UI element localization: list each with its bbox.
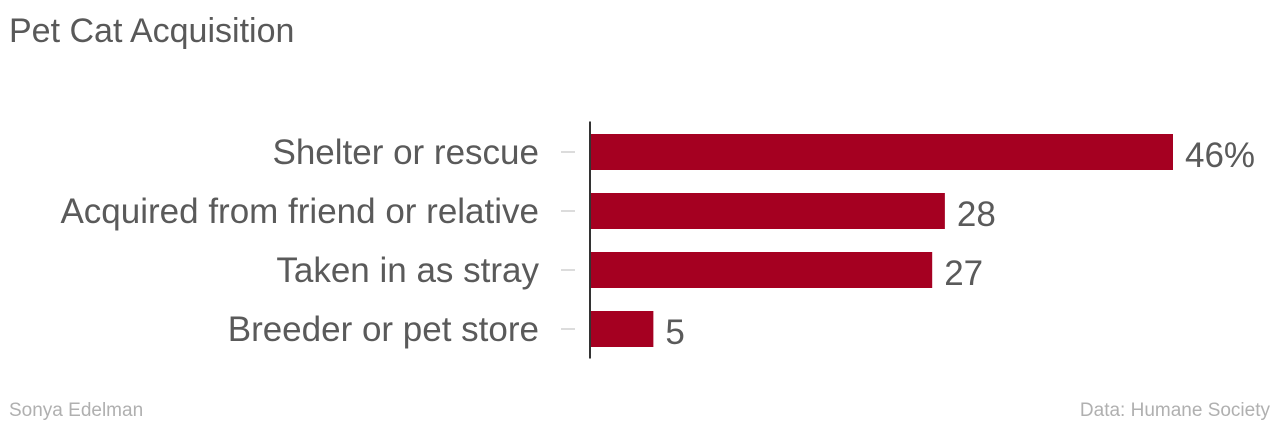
category-label-1: Acquired from friend or relative — [60, 192, 539, 231]
bar-1 — [590, 193, 945, 229]
value-label-3: 5 — [665, 313, 684, 352]
value-label-1: 28 — [957, 195, 996, 234]
category-label-3: Breeder or pet store — [228, 310, 539, 349]
category-label-2: Taken in as stray — [276, 251, 539, 290]
bar-0 — [590, 134, 1173, 170]
chart-title: Pet Cat Acquisition — [9, 12, 295, 50]
bar-2 — [590, 252, 933, 288]
credit-text: Sonya Edelman — [9, 400, 144, 421]
value-label-2: 27 — [944, 254, 983, 293]
bar-3 — [590, 311, 654, 347]
labels-layer: Shelter or rescue 46% Acquired from friend… — [60, 133, 1255, 352]
value-label-0: 46% — [1185, 136, 1255, 175]
category-label-0: Shelter or rescue — [272, 133, 539, 172]
bars-layer — [561, 121, 1173, 359]
source-text: Data: Humane Society — [1079, 400, 1270, 421]
